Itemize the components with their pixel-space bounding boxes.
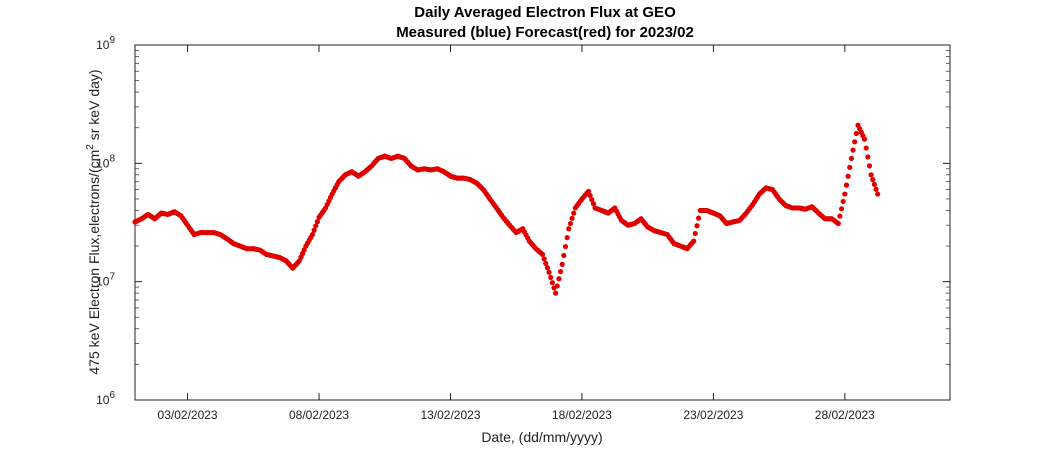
x-axis: 03/02/2023 08/02/2023 13/02/2023 18/02/2023… (158, 45, 875, 422)
data-point (566, 226, 572, 232)
x-tick-label: 03/02/2023 (158, 408, 218, 422)
data-point (562, 243, 569, 250)
y-axis-label-exponent: 2 (85, 144, 96, 150)
chart-subtitle: Measured (blue) Forecast(red) for 2023/0… (396, 24, 694, 41)
data-point (564, 235, 570, 241)
data-point (554, 283, 560, 289)
plot-area-frame (134, 44, 951, 401)
data-point (848, 155, 855, 162)
y-tick-label-exponent: 7 (109, 272, 115, 283)
x-axis-label: Date, (dd/mm/yyyy) (481, 429, 602, 445)
data-point (589, 197, 595, 203)
data-point (837, 213, 843, 219)
data-point (590, 201, 597, 207)
data-point (843, 182, 850, 188)
data-point (559, 261, 565, 267)
x-tick-label: 18/02/2023 (552, 408, 612, 422)
y-tick-label: 108 (96, 153, 115, 170)
data-point (840, 198, 846, 205)
y-tick-label: 106 (96, 390, 115, 407)
x-tick-label: 28/02/2023 (815, 408, 875, 422)
data-point (561, 252, 567, 259)
data-point (691, 238, 697, 244)
y-axis-label-main: 475 keV Electron Flux,electrons/(cm (86, 150, 102, 375)
data-point (567, 220, 574, 227)
data-point (853, 130, 859, 137)
data-point (544, 265, 551, 271)
data-point (875, 191, 881, 197)
data-point (571, 210, 577, 216)
data-point (539, 251, 546, 257)
data-point (863, 145, 869, 151)
data-point (543, 260, 549, 266)
data-point (847, 164, 853, 170)
chart-title: Daily Averaged Electron Flux at GEO (414, 4, 676, 21)
data-point (569, 215, 575, 221)
data-series-markers (132, 122, 881, 296)
data-point (556, 276, 562, 282)
data-point (314, 219, 320, 225)
data-point (850, 147, 856, 153)
x-tick-label: 08/02/2023 (289, 408, 349, 422)
data-point (694, 223, 700, 229)
data-point (557, 268, 564, 275)
data-point (541, 256, 547, 262)
y-tick-label-exponent: 9 (109, 35, 115, 46)
y-tick-label-exponent: 6 (109, 390, 115, 401)
data-point (585, 188, 592, 194)
data-point (838, 206, 845, 212)
y-tick-label: 107 (96, 272, 115, 289)
data-point (861, 136, 868, 142)
data-point (692, 230, 698, 237)
y-tick-label: 109 (96, 35, 115, 52)
data-point (553, 290, 559, 296)
y-axis-label-end: sr keV day) (86, 69, 102, 144)
y-tick-label-exponent: 8 (109, 153, 115, 164)
data-point (313, 223, 319, 229)
data-point (587, 192, 593, 199)
y-tick-label-base: 10 (96, 38, 110, 52)
data-point (549, 280, 555, 286)
data-point (870, 177, 876, 183)
y-axis-label: 475 keV Electron Flux,electrons/(cm2 sr … (85, 69, 102, 374)
data-point (696, 215, 702, 221)
y-tick-label-base: 10 (96, 275, 110, 289)
data-point (852, 139, 858, 145)
data-point (835, 220, 841, 227)
x-tick-label: 23/02/2023 (683, 408, 743, 422)
data-point (871, 181, 878, 188)
data-point (865, 154, 871, 160)
data-point (866, 163, 873, 169)
data-point (546, 269, 552, 275)
data-point (309, 231, 316, 238)
y-tick-label-base: 10 (96, 393, 110, 407)
data-point (311, 227, 317, 233)
x-tick-label: 13/02/2023 (420, 408, 480, 422)
data-point (868, 172, 874, 178)
data-point (548, 274, 554, 281)
data-point (842, 191, 848, 197)
data-point (845, 173, 851, 179)
data-point (873, 186, 879, 192)
y-tick-label-base: 10 (96, 156, 110, 170)
